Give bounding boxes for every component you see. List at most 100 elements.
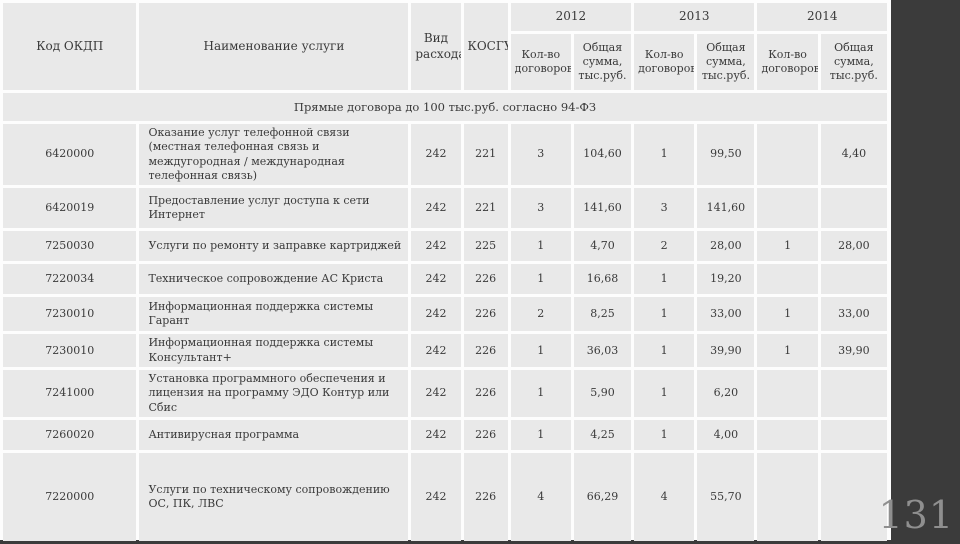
slide-canvas: Код ОКДП Наименование услуги Вид расхода… [0,0,891,542]
cell-2014-count: 1 [757,334,818,368]
subheader-2013-count: Кол-во договоров [634,34,695,90]
cell-2013-sum: 33,00 [697,297,755,332]
cell-2012-sum: 66,29 [573,453,632,542]
cell-2014-sum [820,370,887,418]
cell-okdp: 6420000 [3,124,137,186]
cell-2013-count: 1 [634,334,695,368]
cell-2013-sum: 28,00 [697,231,755,262]
cell-2012-sum: 36,03 [573,334,632,368]
cell-2013-sum: 55,70 [697,453,755,542]
cell-2012-count: 1 [510,370,571,418]
cell-service: Информационная поддержка системы Гарант [139,297,409,332]
cell-2012-sum: 5,90 [573,370,632,418]
cell-service: Предоставление услуг доступа к сети Инте… [139,188,409,229]
cell-2012-sum: 104,60 [573,124,632,186]
cell-2012-count: 3 [510,124,571,186]
cell-service: Техническое сопровождение АС Криста [139,264,409,295]
section-header-label: Прямые договора до 100 тыс.руб. согласно… [3,93,887,121]
cell-service: Информационная поддержка системы Консуль… [139,334,409,368]
cell-service: Установка программного обеспечения и лиц… [139,370,409,418]
year-header-2013: 2013 [634,3,755,31]
cell-2013-count: 1 [634,264,695,295]
cell-2013-sum: 39,90 [697,334,755,368]
cell-2013-count: 1 [634,297,695,332]
cell-expense-type: 242 [411,334,461,368]
subheader-2012-count: Кол-во договоров [510,34,571,90]
cell-kosgu: 225 [463,231,508,262]
cell-2012-sum: 16,68 [573,264,632,295]
cell-2013-sum: 99,50 [697,124,755,186]
cell-okdp: 7220034 [3,264,137,295]
cell-service: Услуги по техническому сопровождению ОС,… [139,453,409,542]
column-header-okdp: Код ОКДП [3,3,137,90]
cell-service: Антивирусная программа [139,420,409,451]
cell-expense-type: 242 [411,188,461,229]
cell-2012-count: 4 [510,453,571,542]
cell-2014-sum: 33,00 [820,297,887,332]
cell-2014-count [757,370,818,418]
cell-2014-sum [820,453,887,542]
table-header-row-years: Код ОКДП Наименование услуги Вид расхода… [3,3,887,90]
table-row: 7260020 Антивирусная программа 242 226 1… [3,420,887,451]
cell-okdp: 7241000 [3,370,137,418]
cell-2012-count: 1 [510,334,571,368]
cell-2014-count [757,124,818,186]
cell-2012-count: 3 [510,188,571,229]
table-row: 6420000 Оказание услуг телефонной связи … [3,124,887,186]
column-header-kosgu: КОСГУ [463,3,508,90]
cell-2014-sum [820,264,887,295]
cell-okdp: 6420019 [3,188,137,229]
table-row: 7241000 Установка программного обеспечен… [3,370,887,418]
cell-kosgu: 221 [463,124,508,186]
cell-service: Оказание услуг телефонной связи (местная… [139,124,409,186]
cell-2013-sum: 19,20 [697,264,755,295]
subheader-2014-count: Кол-во договоров [757,34,818,90]
subheader-2012-sum: Общая сумма, тыс.руб. [573,34,632,90]
cell-okdp: 7230010 [3,297,137,332]
cell-kosgu: 226 [463,370,508,418]
cell-kosgu: 226 [463,297,508,332]
cell-2014-sum: 4,40 [820,124,887,186]
cell-2013-sum: 6,20 [697,370,755,418]
cell-2012-sum: 8,25 [573,297,632,332]
cell-2012-count: 1 [510,231,571,262]
cell-kosgu: 221 [463,188,508,229]
cell-2013-count: 3 [634,188,695,229]
cell-2014-sum: 39,90 [820,334,887,368]
cell-okdp: 7250030 [3,231,137,262]
cell-kosgu: 226 [463,264,508,295]
cell-kosgu: 226 [463,420,508,451]
contracts-table: Код ОКДП Наименование услуги Вид расхода… [3,3,887,542]
cell-service: Услуги по ремонту и заправке картриджей [139,231,409,262]
cell-2012-sum: 4,70 [573,231,632,262]
cell-2013-sum: 4,00 [697,420,755,451]
cell-okdp: 7260020 [3,420,137,451]
year-header-2014: 2014 [757,3,887,31]
cell-2012-count: 1 [510,264,571,295]
table-row: 7220000 Услуги по техническому сопровожд… [3,453,887,542]
cell-2012-count: 2 [510,297,571,332]
cell-2014-count [757,420,818,451]
table-row: 7250030 Услуги по ремонту и заправке кар… [3,231,887,262]
cell-2013-count: 1 [634,420,695,451]
cell-expense-type: 242 [411,297,461,332]
cell-2014-count: 1 [757,297,818,332]
cell-2013-count: 1 [634,370,695,418]
cell-expense-type: 242 [411,124,461,186]
cell-expense-type: 242 [411,370,461,418]
cell-2012-sum: 141,60 [573,188,632,229]
page-number: 131 [878,493,954,537]
cell-2013-count: 4 [634,453,695,542]
subheader-2013-sum: Общая сумма, тыс.руб. [697,34,755,90]
column-header-service: Наименование услуги [139,3,409,90]
table-row: 7230010 Информационная поддержка системы… [3,297,887,332]
cell-2014-sum [820,188,887,229]
table-header-row-subcolumns: Кол-во договоров Общая сумма, тыс.руб. К… [3,34,887,90]
table-row: 6420019 Предоставление услуг доступа к с… [3,188,887,229]
cell-2013-sum: 141,60 [697,188,755,229]
column-header-expense-type: Вид расхода [411,3,461,90]
subheader-2014-sum: Общая сумма, тыс.руб. [820,34,887,90]
cell-okdp: 7230010 [3,334,137,368]
cell-kosgu: 226 [463,334,508,368]
section-header-row: Прямые договора до 100 тыс.руб. согласно… [3,93,887,121]
